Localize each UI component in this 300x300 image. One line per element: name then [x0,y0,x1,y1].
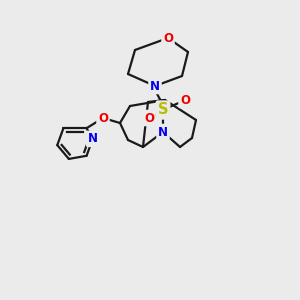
Text: N: N [158,125,168,139]
Text: O: O [98,112,108,124]
Text: N: N [88,132,98,146]
Text: O: O [180,94,190,106]
Text: O: O [163,32,173,44]
Text: O: O [144,112,154,124]
Text: S: S [158,103,168,118]
Text: N: N [150,80,160,92]
